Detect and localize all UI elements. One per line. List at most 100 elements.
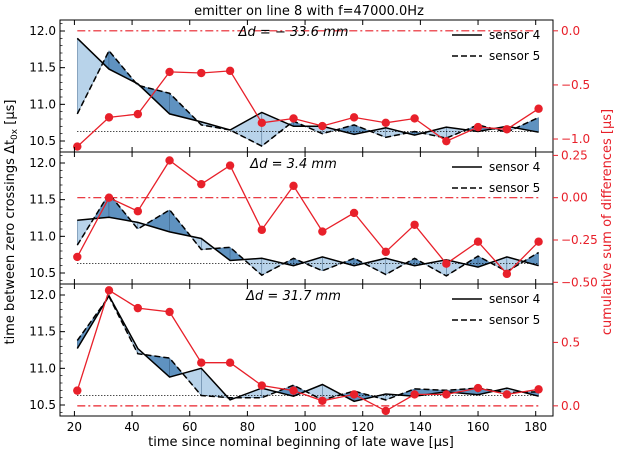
legend-sensor-5-label: sensor 5 — [489, 49, 540, 63]
y2-tick-label: 0.25 — [561, 148, 588, 162]
cumsum-point — [442, 259, 451, 268]
cumsum-point — [133, 303, 143, 313]
legend-sensor-5-label: sensor 5 — [489, 313, 540, 327]
panel-2: 10.5 11.0 11.5 12.0 0.5 0.0 20 40 60 80 100 120 140 1… — [29, 283, 580, 434]
cumsum-point — [104, 193, 114, 202]
cumsum-point — [502, 390, 512, 399]
cumsum-point — [534, 237, 543, 246]
cumsum-point — [410, 390, 419, 399]
y-axis-label-right: cumulative sum of differences [μs] — [600, 109, 615, 335]
cumsum-point — [442, 390, 451, 399]
cumsum-point — [165, 307, 174, 317]
cumsum-point — [73, 142, 82, 151]
cumsum-point — [381, 247, 390, 257]
series-cumsum-line — [76, 70, 539, 148]
panel-annotation: Δd = − 33.6 mm — [238, 25, 349, 40]
cumsum-point — [104, 113, 114, 122]
cumsum-point — [534, 385, 543, 394]
y2-tick-label: 0.5 — [561, 335, 580, 349]
series-sensor-5-line — [76, 295, 539, 401]
cumsum-point — [289, 114, 298, 123]
y2-tick-label: 0.0 — [561, 399, 580, 413]
figure-title: emitter on line 8 with f=47000.0Hz — [194, 4, 424, 19]
x-tick-label: 140 — [409, 420, 432, 434]
y-tick-label: 12.0 — [29, 24, 56, 38]
series-sensor-5-line — [76, 49, 539, 147]
cumsum-point — [197, 68, 206, 78]
x-tick-label: 20 — [67, 420, 82, 434]
cumsum-point — [165, 156, 174, 165]
y2-tick-label: 0.00 — [561, 191, 588, 205]
legend-sensor-4-label: sensor 4 — [489, 292, 540, 306]
y-tick-label: 11.0 — [29, 229, 56, 243]
panel-annotation: Δd = 3.4 mm — [249, 157, 336, 172]
fill-segment — [302, 256, 323, 272]
panel-1: 10.5 11.0 11.5 12.0 0.25 0.00 −0.25 −0.50 Δd = 3… — [29, 148, 598, 289]
x-tick-label: 80 — [240, 420, 255, 434]
fill-segment — [229, 112, 263, 147]
y-tick-label: 11.0 — [29, 97, 56, 111]
cumsum-point — [73, 386, 82, 395]
y-tick-label: 11.5 — [29, 193, 56, 207]
x-tick-label: 120 — [351, 420, 374, 434]
cumsum-point — [257, 225, 267, 235]
cumsum-point — [349, 113, 359, 122]
cumsum-point — [442, 136, 451, 146]
series-sensor-5-line — [76, 192, 539, 277]
x-tick-label: 160 — [467, 420, 490, 434]
y-tick-label: 11.0 — [29, 361, 56, 375]
legend-sensor-4-label: sensor 4 — [489, 28, 540, 42]
legend-sensor-5-label: sensor 5 — [489, 181, 540, 195]
cumsum-point — [133, 207, 143, 216]
cumsum-point — [534, 104, 543, 113]
y-tick-label: 11.5 — [29, 61, 56, 75]
cumsum-point — [289, 386, 298, 395]
cumsum-point — [225, 358, 235, 367]
panel-annotation: Δd = 31.7 mm — [245, 289, 341, 304]
cumsum-point — [349, 390, 359, 399]
cumsum-point — [197, 358, 206, 367]
cumsum-point — [225, 66, 235, 76]
cumsum-point — [502, 125, 512, 134]
cumsum-point — [104, 286, 114, 295]
cumsum-point — [289, 181, 298, 191]
legend-sensor-4-label: sensor 4 — [489, 160, 540, 174]
cumsum-point — [165, 67, 174, 77]
cumsum-point — [197, 179, 206, 189]
x-tick-label: 40 — [124, 420, 139, 434]
y-tick-label: 10.5 — [29, 134, 56, 148]
cumsum-point — [502, 269, 512, 279]
cumsum-point — [73, 252, 82, 262]
y-axis-label-left: time between zero crossings Δt0x [μs] — [3, 100, 20, 345]
cumsum-point — [318, 227, 327, 236]
x-axis-label: time since nominal beginning of late wav… — [148, 435, 454, 450]
y2-tick-label: −1.0 — [561, 132, 590, 146]
series-cumsum-line — [76, 289, 539, 412]
cumsum-point — [410, 114, 419, 123]
y2-tick-label: 0.0 — [561, 24, 580, 38]
y-tick-label: 11.5 — [29, 325, 56, 339]
y-tick-label: 10.5 — [29, 266, 56, 280]
y2-tick-label: −0.5 — [561, 78, 590, 92]
cumsum-point — [318, 121, 327, 131]
axes-frame — [59, 283, 554, 417]
y-tick-label: 12.0 — [29, 288, 56, 302]
cumsum-point — [473, 383, 483, 393]
cumsum-point — [257, 118, 267, 127]
cumsum-point — [257, 381, 267, 390]
cumsum-point — [349, 208, 359, 218]
cumsum-point — [133, 109, 143, 119]
x-tick-label: 180 — [524, 420, 547, 434]
series-sensor-4-line — [76, 37, 539, 136]
series-cumsum-line — [76, 159, 540, 275]
cumsum-point — [381, 406, 390, 416]
cumsum-point — [225, 161, 235, 170]
y-tick-label: 12.0 — [29, 156, 56, 170]
x-tick-label: 60 — [182, 420, 197, 434]
x-tick-label: 100 — [294, 420, 317, 434]
series-sensor-4-line — [77, 216, 539, 268]
y2-tick-label: −0.50 — [561, 275, 598, 289]
fill-segment — [261, 112, 290, 147]
panel-0: 10.5 11.0 11.5 12.0 0.0 −0.5 −1.0 Δd = − 33.6 m… — [29, 19, 590, 153]
